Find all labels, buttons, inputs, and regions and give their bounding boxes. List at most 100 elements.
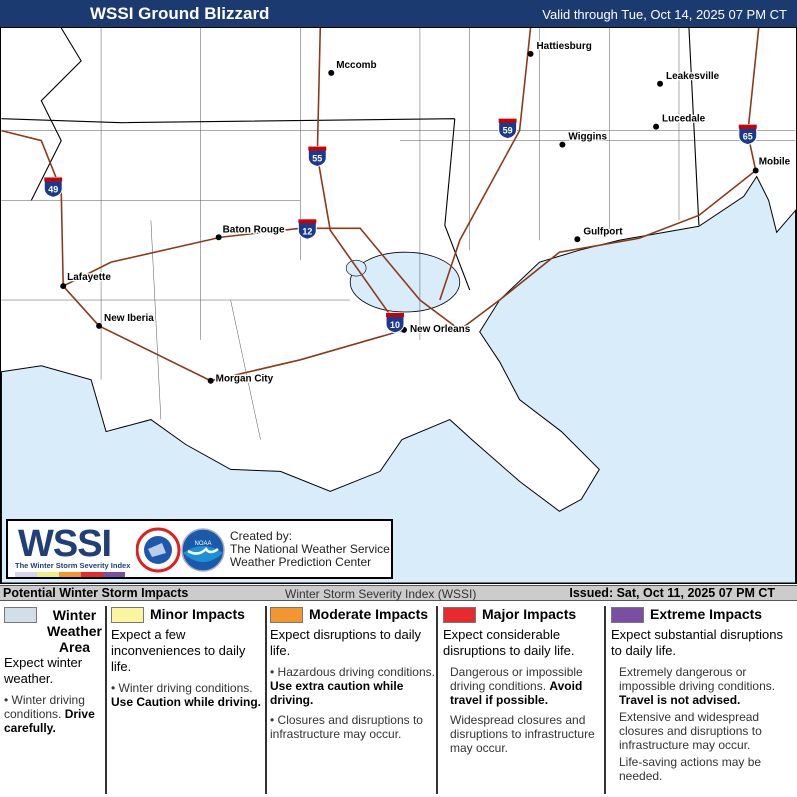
org-nws: The National Weather Service [230, 542, 390, 556]
city-label: Leakesville [666, 71, 720, 82]
legend-col-title: Minor Impacts [150, 606, 245, 622]
svg-text:10: 10 [390, 320, 400, 330]
legend-minor: Minor Impacts Expect a few inconvenience… [111, 601, 265, 797]
swatch-minor [111, 607, 144, 623]
legend-bullet: Extremely dangerous or impossible drivin… [619, 665, 776, 707]
city-new-iberia: New Iberia [96, 312, 156, 329]
org-wpc: Weather Prediction Center [230, 555, 372, 569]
logo-box: WSSI The Winter Storm Severity Index NOA… [6, 519, 393, 579]
divider [604, 606, 606, 794]
svg-text:49: 49 [48, 184, 58, 194]
city-marker [96, 322, 103, 329]
map[interactable]: Hattiesburg Mccomb Leakesville Lucedale … [0, 27, 797, 584]
legend-col-head: Expect a few inconveniences to daily lif… [111, 627, 246, 674]
city-new-orleans: New Orleans [400, 323, 472, 336]
city-lafayette: Lafayette [60, 271, 113, 290]
agency-logos: NOAA [136, 527, 225, 573]
legend-bullet: • Hazardous driving conditions. Use extr… [270, 665, 435, 707]
city-marker [60, 283, 67, 290]
wssi-wordmark: WSSI [18, 523, 112, 565]
legend-moderate: Moderate Impacts Expect disruptions to d… [270, 601, 436, 797]
legend-bullet: Life-saving actions may be needed. [619, 755, 762, 783]
city-label: Morgan City [216, 374, 274, 385]
i-65-shield-icon: 65 [738, 124, 758, 146]
created-by: Created by: The National Weather Service… [230, 530, 390, 569]
city-label: New Orleans [410, 324, 471, 335]
i-49-shield-icon: 49 [43, 176, 63, 198]
valid-time: Valid through Tue, Oct 14, 2025 07 PM CT [542, 7, 787, 22]
city-mccomb: Mccomb [328, 59, 378, 76]
map-title: WSSI Ground Blizzard [90, 4, 270, 23]
legend-col-head: Expect considerable disruptions to daily… [443, 627, 575, 658]
city-marker [657, 80, 664, 87]
wssi-color-bar [15, 572, 125, 577]
city-label: Mobile [759, 157, 791, 168]
city-marker [527, 50, 534, 57]
i-55-shield-icon: 55 [307, 146, 327, 168]
city-marker [559, 141, 566, 148]
svg-text:59: 59 [503, 126, 513, 136]
swatch-winter [4, 607, 37, 623]
header-bar: WSSI Ground Blizzard Valid through Tue, … [0, 0, 797, 27]
legend-bullet: Widespread closures and disruptions to i… [450, 713, 595, 755]
created-by-label: Created by: [230, 529, 293, 543]
city-marker [328, 69, 335, 76]
city-label: New Iberia [104, 313, 154, 324]
city-label: Mccomb [336, 60, 376, 71]
city-wiggins: Wiggins [559, 130, 609, 148]
divider [105, 606, 107, 794]
city-label: Lafayette [67, 272, 111, 283]
i-59-shield-icon: 59 [498, 118, 518, 140]
svg-text:55: 55 [312, 154, 322, 164]
legend-col-head: Expect substantial disruptions to daily … [611, 627, 783, 658]
legend-col-title: Winter Weather Area [47, 607, 102, 655]
city-marker [207, 377, 214, 384]
city-mobile: Mobile [752, 155, 792, 174]
legend-bullet: • Winter driving conditions. Drive caref… [4, 693, 95, 735]
nws-logo-icon [136, 527, 181, 573]
legend-col-title: Major Impacts [482, 606, 577, 622]
legend-col-title: Extreme Impacts [650, 606, 763, 622]
swatch-major [443, 607, 476, 623]
legend-col-title: Moderate Impacts [309, 606, 429, 622]
city-lucedale: Lucedale [653, 112, 707, 130]
cities: Hattiesburg Mccomb Leakesville Lucedale … [60, 40, 792, 386]
swatch-moderate [270, 607, 303, 623]
legend-winter-weather: Winter Weather Area Expect winter weathe… [4, 601, 106, 797]
city-marker [653, 123, 660, 130]
city-marker [574, 236, 581, 243]
legend-bullet: • Closures and disruptions to infrastruc… [270, 713, 423, 741]
city-label: Wiggins [568, 132, 607, 143]
city-label: Lucedale [662, 114, 706, 125]
city-baton-rouge: Baton Rouge [215, 223, 286, 241]
gulf-water [1, 175, 796, 583]
city-leakesville: Leakesville [657, 70, 721, 87]
legend-bullet: Dangerous or impossible driving conditio… [450, 665, 583, 707]
legend-bullet: Extensive and widespread closures and di… [619, 710, 762, 752]
city-marker [752, 167, 759, 174]
legend-major: Major Impacts Expect considerable disrup… [443, 601, 605, 797]
city-label: Hattiesburg [537, 41, 592, 52]
legend-col-head: Expect winter weather. [4, 655, 83, 686]
interstate-shields: 49 55 59 12 10 65 [43, 118, 758, 334]
wssi-subtitle: The Winter Storm Severity Index [15, 561, 131, 570]
svg-text:65: 65 [743, 132, 753, 142]
svg-text:12: 12 [302, 226, 312, 236]
city-label: Gulfport [583, 226, 623, 237]
legend-extreme: Extreme Impacts Expect substantial disru… [611, 601, 797, 797]
city-hattiesburg: Hattiesburg [527, 40, 593, 57]
state-lines [1, 28, 700, 291]
city-label: Baton Rouge [223, 224, 285, 235]
legend-title: Potential Winter Storm Impacts [3, 586, 189, 600]
roads [1, 28, 760, 382]
legend-col-head: Expect disruptions to daily life. [270, 627, 422, 658]
legend-index-name: Winter Storm Severity Index (WSSI) [285, 587, 477, 601]
county-lines [1, 28, 796, 440]
city-gulfport: Gulfport [574, 225, 625, 243]
i-12-shield-icon: 12 [297, 218, 317, 240]
issued-time: Issued: Sat, Oct 11, 2025 07 PM CT [569, 586, 775, 600]
svg-text:NOAA: NOAA [194, 541, 211, 547]
noaa-logo-icon: NOAA [181, 528, 225, 572]
legend-header: Potential Winter Storm Impacts Winter St… [0, 585, 797, 601]
i-10-shield-icon: 10 [385, 312, 405, 334]
